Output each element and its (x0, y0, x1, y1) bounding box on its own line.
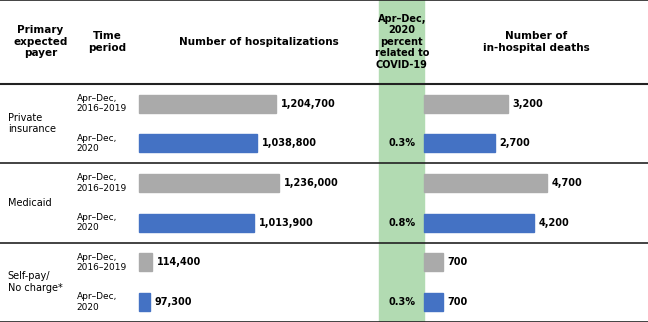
Text: Primary
expected
payer: Primary expected payer (14, 25, 67, 59)
Bar (139, 214, 254, 232)
Text: 97,300: 97,300 (155, 297, 192, 307)
Text: Medicaid: Medicaid (8, 198, 51, 208)
Text: Number of
in-hospital deaths: Number of in-hospital deaths (483, 31, 590, 53)
Text: 3,200: 3,200 (513, 99, 543, 109)
Bar (139, 95, 276, 112)
Text: 0.3%: 0.3% (388, 138, 415, 148)
Text: Apr–Dec,
2020: Apr–Dec, 2020 (76, 213, 117, 232)
Text: 114,400: 114,400 (157, 257, 201, 268)
Bar (139, 293, 150, 311)
Bar (424, 174, 547, 192)
Text: Apr–Dec,
2020
percent
related to
COVID-19: Apr–Dec, 2020 percent related to COVID-1… (375, 14, 429, 70)
Bar (424, 134, 494, 152)
Text: 2,700: 2,700 (499, 138, 530, 148)
Text: 1,013,900: 1,013,900 (259, 218, 314, 228)
Text: 4,700: 4,700 (551, 178, 582, 188)
Bar (379, 0, 424, 322)
Text: 1,038,800: 1,038,800 (262, 138, 317, 148)
Text: Number of hospitalizations: Number of hospitalizations (179, 37, 339, 47)
Text: Apr–Dec,
2016–2019: Apr–Dec, 2016–2019 (76, 253, 127, 272)
Text: Time
period: Time period (88, 31, 126, 53)
Bar (424, 95, 508, 112)
Bar (139, 174, 279, 192)
Text: 1,236,000: 1,236,000 (284, 178, 339, 188)
Text: 700: 700 (447, 297, 467, 307)
Text: 700: 700 (447, 257, 467, 268)
Text: Apr–Dec,
2020: Apr–Dec, 2020 (76, 134, 117, 153)
Bar (139, 253, 152, 271)
Text: 1,204,700: 1,204,700 (281, 99, 335, 109)
Text: Self-pay/
No charge*: Self-pay/ No charge* (8, 271, 62, 293)
Bar (424, 293, 443, 311)
Text: Private
insurance: Private insurance (8, 113, 56, 134)
Text: Apr–Dec,
2020: Apr–Dec, 2020 (76, 292, 117, 312)
Text: 0.8%: 0.8% (388, 218, 415, 228)
Bar (424, 253, 443, 271)
Bar (139, 134, 257, 152)
Text: 0.3%: 0.3% (388, 297, 415, 307)
Bar (424, 214, 534, 232)
Text: Apr–Dec,
2016–2019: Apr–Dec, 2016–2019 (76, 173, 127, 193)
Text: Apr–Dec,
2016–2019: Apr–Dec, 2016–2019 (76, 94, 127, 113)
Text: 4,200: 4,200 (538, 218, 569, 228)
